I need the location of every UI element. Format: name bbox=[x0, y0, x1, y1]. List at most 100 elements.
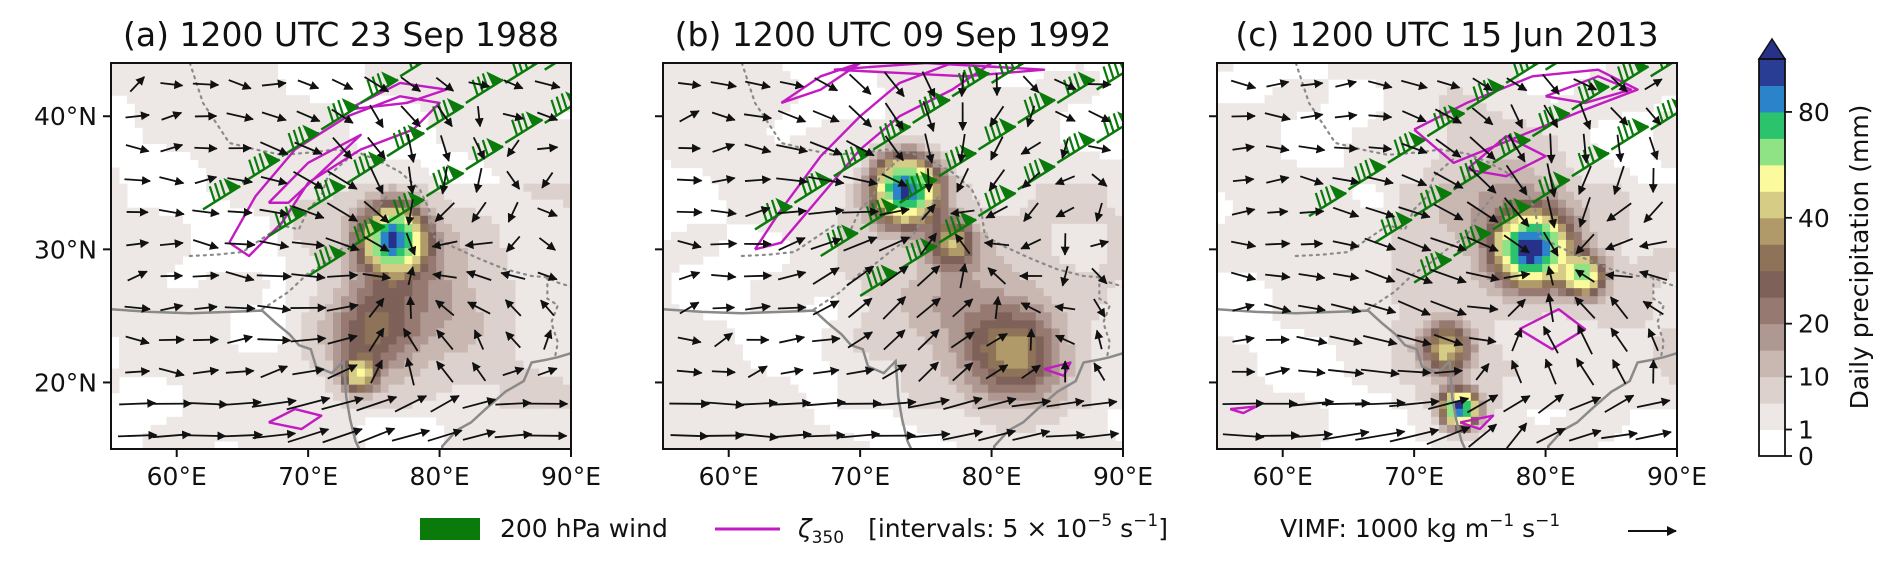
precip-cell bbox=[166, 264, 176, 273]
precip-cell bbox=[908, 159, 918, 169]
precip-cell bbox=[1217, 256, 1226, 265]
precip-cell bbox=[710, 127, 720, 136]
precip-cell bbox=[459, 344, 469, 354]
precip-cell bbox=[412, 336, 421, 346]
precip-cell bbox=[150, 368, 160, 378]
precip-cell bbox=[1075, 256, 1084, 265]
precip-cell bbox=[111, 175, 120, 185]
precip-cell bbox=[539, 207, 548, 217]
precip-cell bbox=[1217, 143, 1226, 153]
precip-cell bbox=[900, 111, 910, 120]
vimf-vector bbox=[294, 141, 323, 155]
precip-cell bbox=[475, 71, 485, 80]
precip-cell bbox=[341, 215, 350, 225]
precip-cell bbox=[523, 408, 532, 418]
precip-cell bbox=[404, 199, 413, 209]
precip-cell bbox=[1043, 127, 1053, 136]
precip-cell bbox=[1091, 199, 1100, 209]
precip-cell bbox=[774, 191, 783, 201]
precip-cell bbox=[702, 167, 712, 177]
precip-cell bbox=[317, 432, 326, 442]
precip-cell bbox=[277, 416, 287, 426]
precip-cell bbox=[277, 103, 287, 112]
precip-cell bbox=[563, 215, 571, 225]
precip-cell bbox=[111, 384, 120, 394]
precip-cell bbox=[436, 223, 445, 233]
vimf-vector bbox=[1094, 202, 1104, 223]
precip-cell bbox=[404, 304, 413, 313]
precip-cell bbox=[229, 127, 239, 136]
precip-cell bbox=[877, 159, 886, 169]
precip-cell bbox=[285, 256, 295, 265]
precip-cell bbox=[420, 183, 429, 193]
precip-cell bbox=[499, 408, 509, 418]
precip-cell bbox=[190, 440, 199, 449]
precip-cell bbox=[333, 256, 342, 265]
precip-cell bbox=[940, 384, 950, 394]
vimf-vector bbox=[921, 203, 936, 221]
precip-cell bbox=[1083, 231, 1092, 241]
precip-cell bbox=[372, 231, 382, 241]
precip-cell bbox=[1051, 408, 1061, 418]
precip-cell bbox=[507, 71, 517, 80]
precip-cell bbox=[1035, 256, 1045, 265]
precip-cell bbox=[908, 183, 918, 193]
precip-cell bbox=[829, 256, 839, 265]
precip-cell bbox=[515, 432, 525, 442]
vimf-vector bbox=[676, 207, 703, 217]
precip-cell bbox=[710, 175, 720, 185]
precip-cell bbox=[774, 280, 783, 289]
precip-cell bbox=[277, 231, 287, 241]
precip-cell bbox=[515, 296, 525, 305]
precip-cell bbox=[1051, 199, 1061, 209]
precip-cell bbox=[531, 272, 540, 281]
precip-cell bbox=[670, 119, 680, 128]
precip-cell bbox=[452, 207, 461, 217]
precip-cell bbox=[412, 312, 421, 321]
precip-cell bbox=[404, 239, 413, 249]
precip-cell bbox=[182, 87, 191, 96]
precip-cell bbox=[555, 167, 564, 177]
precip-cell bbox=[158, 264, 168, 273]
precip-cell bbox=[206, 135, 215, 145]
precip-cell bbox=[845, 223, 854, 233]
precip-cell bbox=[111, 328, 120, 338]
precip-cell bbox=[663, 239, 672, 249]
vimf-vector bbox=[842, 175, 879, 187]
precip-cell bbox=[237, 352, 247, 362]
precip-cell bbox=[718, 119, 728, 128]
precip-cell bbox=[916, 95, 926, 104]
vimf-vector bbox=[881, 173, 908, 187]
precip-cell bbox=[956, 143, 965, 153]
precip-cell bbox=[908, 127, 918, 136]
precip-cell bbox=[908, 103, 918, 112]
precip-cell bbox=[988, 408, 997, 418]
precip-cell bbox=[1059, 400, 1069, 410]
precip-cell bbox=[206, 119, 215, 128]
precip-cell bbox=[158, 256, 168, 265]
precip-cell bbox=[694, 344, 704, 354]
precip-cell bbox=[932, 183, 942, 193]
precip-cell bbox=[150, 320, 160, 329]
vimf-vector bbox=[224, 239, 256, 249]
precip-cell bbox=[206, 63, 215, 72]
precip-cell bbox=[694, 151, 704, 161]
precip-cell bbox=[980, 191, 989, 201]
precip-cell bbox=[1035, 231, 1045, 241]
precip-cell bbox=[1083, 247, 1092, 257]
precip-cell bbox=[1011, 304, 1021, 313]
precip-cell bbox=[1099, 432, 1108, 442]
precip-cell bbox=[459, 280, 469, 289]
precip-cell bbox=[948, 63, 958, 72]
vimf-vector bbox=[711, 111, 736, 122]
precip-cell bbox=[670, 304, 680, 313]
precip-cell bbox=[348, 344, 358, 354]
vimf-vector bbox=[292, 366, 325, 376]
precip-cell bbox=[845, 256, 854, 265]
precip-cell bbox=[499, 191, 509, 201]
precip-cell bbox=[813, 231, 823, 241]
precip-cell bbox=[293, 103, 302, 112]
precip-cell bbox=[1019, 151, 1029, 161]
precip-cell bbox=[285, 360, 295, 370]
precip-cell bbox=[908, 352, 918, 362]
